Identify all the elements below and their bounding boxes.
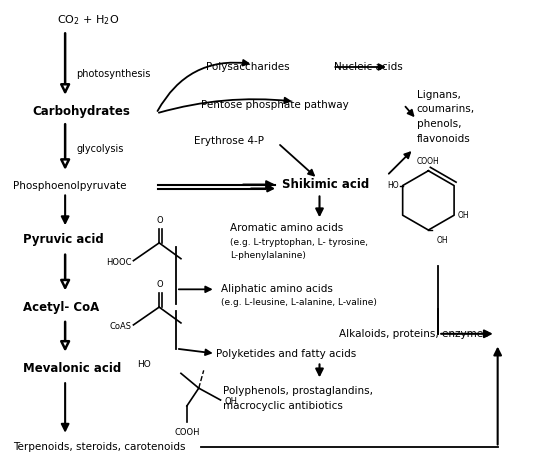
Text: OH: OH [224,397,237,407]
Text: flavonoids: flavonoids [416,134,470,144]
Text: Aromatic amino acids: Aromatic amino acids [230,223,344,233]
Text: Pyruvic acid: Pyruvic acid [23,234,103,247]
Text: phenols,: phenols, [416,119,461,129]
Text: O: O [157,280,163,289]
Text: glycolysis: glycolysis [76,144,123,154]
Text: HO: HO [387,181,399,190]
Text: COOH: COOH [174,428,200,437]
Text: CoAS: CoAS [110,322,131,331]
Text: Erythrose 4-P: Erythrose 4-P [194,136,264,146]
Text: Pentose phosphate pathway: Pentose phosphate pathway [201,100,349,110]
Text: Lignans,: Lignans, [416,90,460,100]
Text: Mevalonic acid: Mevalonic acid [23,362,121,375]
Text: HOOC: HOOC [106,258,131,267]
Text: CO$_2$ + H$_2$O: CO$_2$ + H$_2$O [57,14,119,28]
Text: Aliphatic amino acids: Aliphatic amino acids [220,285,332,294]
Text: Polyphenols, prostaglandins,: Polyphenols, prostaglandins, [223,386,372,396]
Text: Phosphoenolpyruvate: Phosphoenolpyruvate [12,181,126,190]
Text: Acetyl- CoA: Acetyl- CoA [23,300,99,314]
Text: coumarins,: coumarins, [416,104,475,115]
Text: Terpenoids, steroids, carotenoids: Terpenoids, steroids, carotenoids [12,442,185,453]
Text: O: O [157,216,163,225]
Text: Nucleic acids: Nucleic acids [334,62,403,72]
Text: OH: OH [458,211,470,219]
Text: COOH: COOH [417,157,440,166]
Text: (e.g. L-tryptophan, L- tyrosine,: (e.g. L-tryptophan, L- tyrosine, [230,238,368,248]
Text: photosynthesis: photosynthesis [76,69,150,79]
Text: Shikimic acid: Shikimic acid [282,178,369,191]
Text: Polyketides and fatty acids: Polyketides and fatty acids [216,349,356,358]
Text: macrocyclic antibiotics: macrocyclic antibiotics [223,401,343,411]
Text: Polysaccharides: Polysaccharides [206,62,289,72]
Text: OH: OH [436,236,448,245]
Text: L-phenylalanine): L-phenylalanine) [230,251,306,260]
Text: (e.g. L-leusine, L-alanine, L-valine): (e.g. L-leusine, L-alanine, L-valine) [220,298,376,307]
Text: HO: HO [137,360,151,369]
Text: Carbohydrates: Carbohydrates [33,105,130,118]
Text: Alkaloids, proteins, enzymes: Alkaloids, proteins, enzymes [339,329,489,339]
